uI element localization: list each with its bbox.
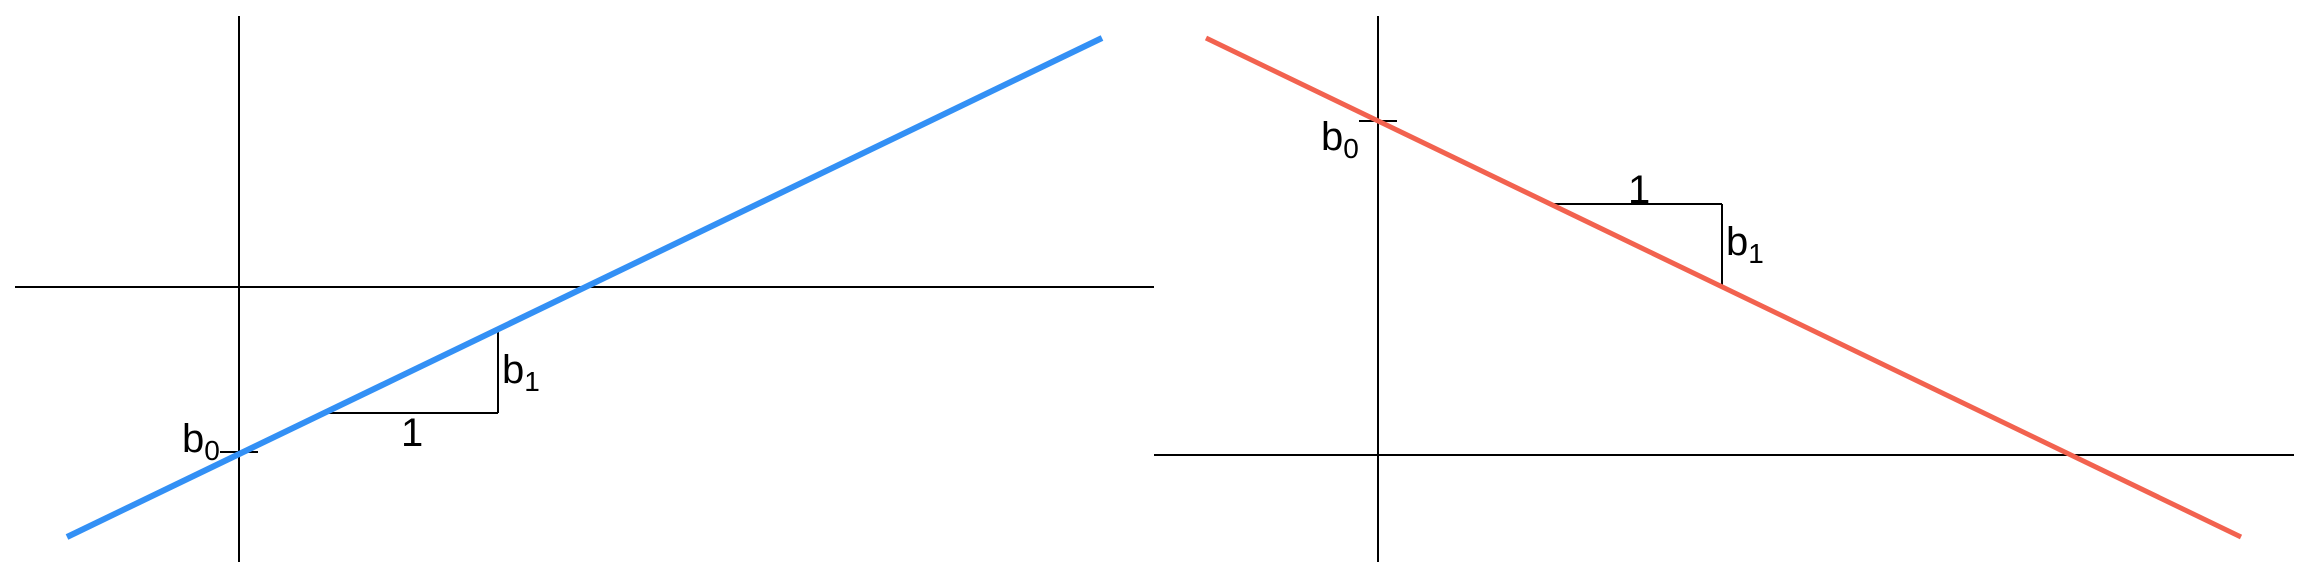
left-regression-line [65, 35, 1104, 540]
left-intercept-label: b0 [182, 417, 220, 466]
right-regression-line [1204, 35, 2243, 540]
right-panel: b0 b1 1 [1154, 16, 2294, 562]
right-slope-label: b1 [1726, 220, 1764, 269]
right-intercept-label: b0 [1321, 115, 1359, 164]
left-run-label: 1 [401, 411, 423, 455]
left-panel: b0 b1 1 [15, 16, 1154, 562]
right-run-label: 1 [1628, 168, 1650, 212]
left-slope-label: b1 [502, 348, 540, 397]
